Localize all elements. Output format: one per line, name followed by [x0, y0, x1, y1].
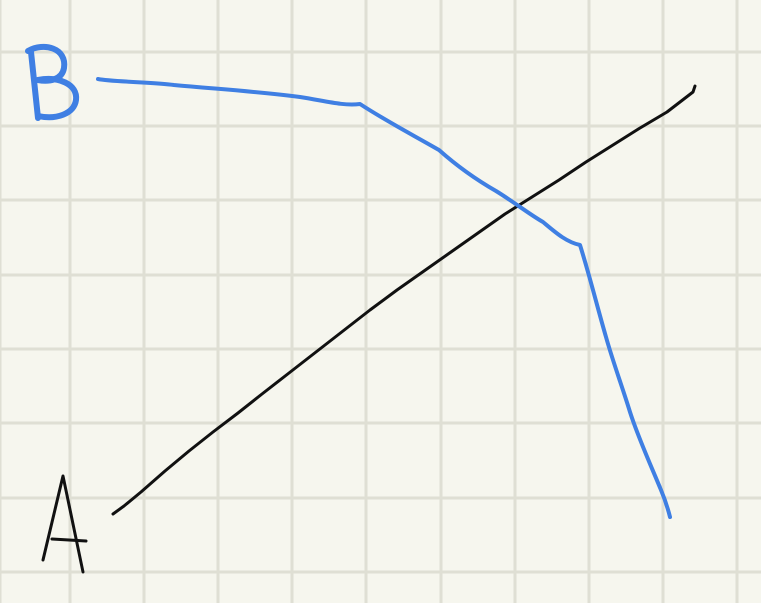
line-b: [96, 77, 672, 519]
line-a: [111, 84, 697, 516]
label-a: [41, 474, 88, 574]
label-b: [25, 44, 80, 121]
